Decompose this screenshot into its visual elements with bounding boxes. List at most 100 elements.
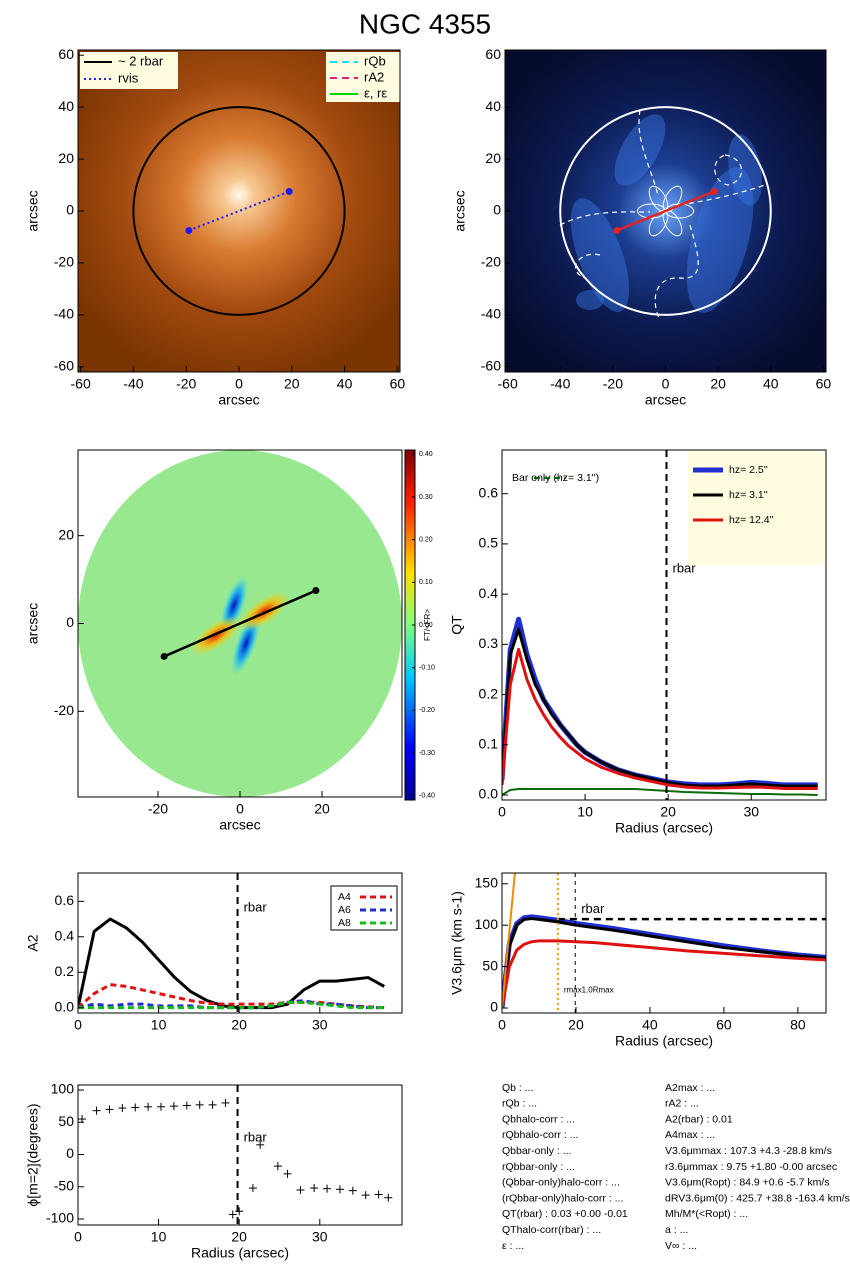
y-tick-label: 100 <box>475 916 499 932</box>
bar-end <box>613 226 621 234</box>
plot-area <box>78 50 400 372</box>
x-tick-label: -20 <box>148 801 168 817</box>
parameter: QThalo-corr(rbar) : ... <box>502 1224 601 1236</box>
circle-2rbar <box>559 106 772 316</box>
point <box>248 1184 257 1193</box>
point <box>221 1098 230 1107</box>
image-background <box>78 50 400 372</box>
plot-area <box>502 873 826 1013</box>
legend-label: A8 <box>338 917 351 929</box>
image-feature <box>576 290 604 310</box>
y-tick-label: 0 <box>493 202 501 218</box>
y-tick-label: 0.0 <box>55 998 75 1014</box>
series-line <box>502 647 818 790</box>
y-axis-label: V3.6μm (km s-1) <box>449 891 465 995</box>
parameter: V∞ : ... <box>665 1240 697 1252</box>
parameter: Qbbar-only : ... <box>502 1145 571 1157</box>
x-tick-label: 20 <box>284 376 300 392</box>
x-tick-label: 20 <box>231 1229 247 1245</box>
colorbar-tick-label: 0.40 <box>419 451 433 458</box>
contour <box>714 154 743 186</box>
point <box>131 1103 140 1112</box>
parameter: (rQbbar-only)halo-corr : ... <box>502 1192 623 1204</box>
parameter: QT(rbar) : 0.03 +0.00 -0.01 <box>502 1208 628 1220</box>
x-tick-label: -40 <box>550 376 570 392</box>
bar-end <box>160 652 168 660</box>
reference-label: rbar <box>672 560 696 575</box>
y-tick-label: 60 <box>485 46 501 62</box>
x-axis-label: arcsec <box>218 392 259 408</box>
parameter: Mh/M*(<Ropt) : ... <box>665 1208 748 1220</box>
x-tick-label: 30 <box>312 1017 328 1033</box>
plot-area <box>78 450 402 797</box>
y-tick-label: 60 <box>58 46 74 62</box>
plot-frame <box>501 872 827 1014</box>
series-line <box>502 914 826 1009</box>
parameter: A4max : ... <box>665 1129 715 1141</box>
colorbar-tick-label: -0.20 <box>419 707 435 714</box>
series-line <box>78 917 385 1010</box>
reference-label: rbar <box>244 899 268 914</box>
x-tick-label: 0 <box>662 376 670 392</box>
y-tick-label: 40 <box>58 98 74 114</box>
y-axis-label: arcsec <box>452 190 468 231</box>
legend-label: ~ 2 rbar <box>118 53 164 68</box>
x-tick-label: 0 <box>498 1017 506 1033</box>
colorbar-tick-label: 0.10 <box>419 579 433 586</box>
y-tick-label: 0 <box>490 999 498 1015</box>
legend-label: hz= 3.1'' <box>729 489 768 501</box>
plot-area <box>78 1085 393 1225</box>
y-tick-label: -60 <box>54 358 74 374</box>
x-tick-label: 40 <box>642 1017 658 1033</box>
series-line <box>502 917 826 1009</box>
x-tick-label: 0 <box>74 1229 82 1245</box>
point <box>195 1100 204 1109</box>
x-axis-label: Radius (arcsec) <box>615 1033 713 1049</box>
x-tick-label: 20 <box>231 1017 247 1033</box>
y-tick-label: -20 <box>54 254 74 270</box>
bar-end <box>312 587 320 595</box>
parameter: Qbhalo-corr : ... <box>502 1113 575 1125</box>
y-tick-label: -40 <box>54 306 74 322</box>
colorbar-label: FT/<FR> <box>423 609 432 641</box>
legend-box <box>80 52 178 89</box>
point <box>348 1186 357 1195</box>
contour <box>654 224 699 321</box>
y-tick-label: 0 <box>66 1145 74 1161</box>
x-tick-label: 0 <box>74 1017 82 1033</box>
x-tick-label: 20 <box>660 804 676 820</box>
series-line <box>502 873 516 1009</box>
x-axis-label: arcsec <box>219 817 260 833</box>
point <box>384 1193 393 1202</box>
x-tick-label: 20 <box>314 801 330 817</box>
x-tick-label: 10 <box>151 1229 167 1245</box>
map-lobe <box>190 615 242 656</box>
y-tick-label: -20 <box>54 702 74 718</box>
parameter: A2(rbar) : 0.01 <box>665 1113 733 1125</box>
plot-area <box>505 50 826 372</box>
point <box>296 1185 305 1194</box>
y-tick-label: 0 <box>66 614 74 630</box>
contour <box>559 211 651 226</box>
y-axis-label: A2 <box>25 934 41 951</box>
parameter: V3.6μmmax : 107.3 +4.3 -28.8 km/s <box>665 1145 832 1157</box>
y-tick-label: 0.4 <box>55 928 75 944</box>
point <box>182 1101 191 1110</box>
legend-label: rQb <box>364 53 386 68</box>
point <box>283 1169 292 1178</box>
contour <box>574 253 601 279</box>
panel: 0.40 0.30 0.20 0.10 0.00 -0.10 -0.20 -0.30 -0.40… <box>25 449 435 833</box>
x-tick-label: 30 <box>312 1229 328 1245</box>
bar-end <box>185 226 193 234</box>
reference-label: rbar <box>581 901 605 916</box>
y-tick-label: 0.2 <box>55 963 75 979</box>
bar-end <box>285 188 293 196</box>
y-tick-label: -50 <box>54 1177 74 1193</box>
x-tick-label: 20 <box>710 376 726 392</box>
parameter: V3.6μm(Ropt) : 84.9 +0.6 -5.7 km/s <box>665 1177 830 1189</box>
x-tick-label: -40 <box>123 376 143 392</box>
panel: -60 -40 -20 0 20 40 60 -60 -40 -20 0 20 40 60 arcsec ar… <box>452 46 832 408</box>
y-tick-label: 100 <box>51 1081 75 1097</box>
